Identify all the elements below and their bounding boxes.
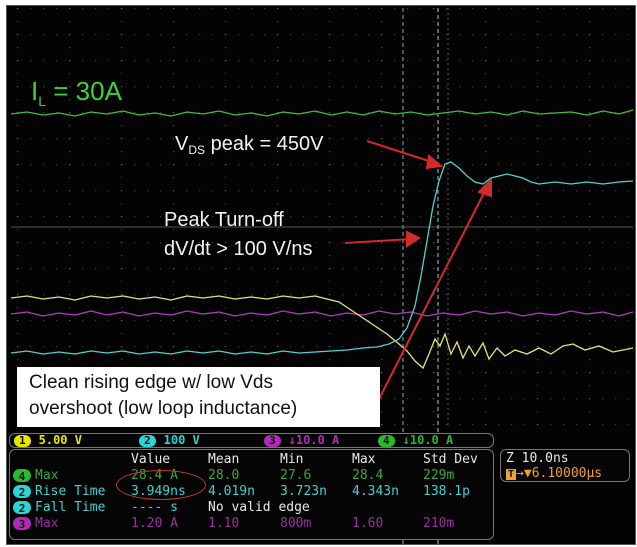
row-name: Max: [35, 516, 59, 531]
header-max: Max: [352, 452, 376, 467]
callout-box: Clean rising edge w/ low Vds overshoot (…: [17, 367, 380, 427]
row-channel-badge: 2: [13, 501, 31, 515]
channel-3-scale[interactable]: 3 ↓10.0 A: [264, 434, 339, 447]
callout-line1: Clean rising edge w/ low Vds: [29, 372, 273, 393]
row-max: 1.60: [352, 516, 384, 531]
header-mean: Mean: [208, 452, 240, 467]
row-std: 138.1p: [423, 484, 470, 499]
graticule: [11, 8, 633, 428]
ch4-current-trace: [10, 109, 634, 117]
header-std-dev: Std Dev: [423, 452, 478, 467]
row-min: 800m: [280, 516, 312, 531]
row-mean: 4.019n: [208, 484, 255, 499]
trigger-position: T →▼6.10000µs: [506, 466, 602, 481]
row-max: 28.4: [352, 468, 384, 483]
measurement-row[interactable]: 4 Max 28.4 A 28.0 27.6 28.4 229m: [10, 468, 493, 484]
row-mean: No valid edge: [208, 500, 310, 515]
measurement-table: Value Mean Min Max Std Dev 4 Max 28.4 A …: [9, 449, 494, 540]
measurement-row[interactable]: 2 Rise Time 3.949ns 4.019n 3.723n 4.343n…: [10, 484, 493, 500]
channel-2-badge: 2: [139, 435, 156, 447]
waveform-display: [10, 8, 634, 546]
turnoff-label-line1: Peak Turn-off: [164, 209, 284, 231]
channel-scale-bar: 1 5.00 V 2 100 V 3 ↓10.0 A 4 ↓10.0 A: [9, 433, 494, 448]
row-channel-badge: 2: [13, 485, 31, 499]
trigger-arrow-icon: →▼: [516, 466, 532, 481]
row-min: 3.723n: [280, 484, 327, 499]
row-channel-badge: 4: [13, 469, 31, 483]
row-name: Max: [35, 468, 59, 483]
channel-4-scale-value: ↓10.0 A: [402, 433, 454, 447]
channel-3-badge: 3: [264, 435, 281, 447]
channel-1-scale[interactable]: 1 5.00 V: [14, 434, 82, 447]
row-value: 1.20 A: [131, 516, 178, 531]
row-min: 27.6: [280, 468, 312, 483]
trigger-position-value: 6.10000µs: [531, 466, 603, 481]
row-value: ---- s: [131, 500, 178, 515]
load-current-label: IL = 30A: [31, 76, 122, 109]
measurement-row[interactable]: 3 Max 1.20 A 1.10 800m 1.60 210m: [10, 516, 493, 532]
channel-3-scale-value: ↓10.0 A: [288, 433, 340, 447]
measurement-row[interactable]: 2 Fall Time ---- s No valid edge: [10, 500, 493, 516]
trigger-icon: T: [506, 469, 517, 480]
channel-2-scale-value: 100 V: [163, 433, 200, 447]
ch1-gate-voltage-trace: [10, 295, 634, 370]
callout-line2: overshoot (low loop inductance): [29, 398, 298, 419]
ch3-current-trace: [10, 310, 634, 317]
channel-2-scale[interactable]: 2 100 V: [139, 434, 200, 447]
row-channel-badge: 3: [13, 517, 31, 531]
ch2-vds-trace: [10, 161, 634, 355]
channel-4-scale[interactable]: 4 ↓10.0 A: [378, 434, 453, 447]
annotation-arrows: [344, 140, 492, 404]
row-std: 229m: [423, 468, 455, 483]
channel-4-badge: 4: [378, 435, 395, 447]
vds-peak-label: VDS peak = 450V: [175, 133, 324, 157]
timebase-box[interactable]: Z 10.0ns T →▼6.10000µs: [500, 449, 630, 482]
zoom-timebase: Z 10.0ns: [506, 451, 569, 466]
highlight-ellipse: [116, 470, 206, 500]
row-name: Fall Time: [35, 500, 106, 515]
row-std: 210m: [423, 516, 455, 531]
turnoff-label-line2: dV/dt > 100 V/ns: [164, 238, 313, 260]
channel-1-scale-value: 5.00 V: [38, 433, 82, 447]
header-min: Min: [280, 452, 304, 467]
row-name: Rise Time: [35, 484, 106, 499]
row-mean: 28.0: [208, 468, 240, 483]
row-max: 4.343n: [352, 484, 399, 499]
row-mean: 1.10: [208, 516, 240, 531]
header-value: Value: [131, 452, 171, 467]
channel-1-badge: 1: [14, 435, 31, 447]
